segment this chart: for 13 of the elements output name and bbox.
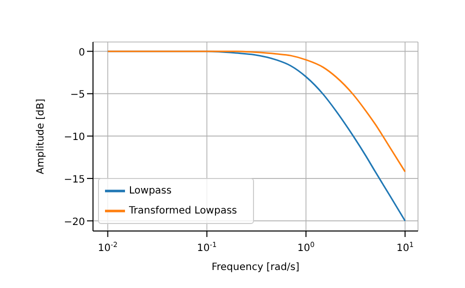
y-tick-label: −15 <box>64 174 85 186</box>
y-axis-title: Amplitude [dB] <box>36 98 47 174</box>
x-tick-label: 10$^{1}$ <box>396 241 414 254</box>
legend-label: Transformed Lowpass <box>129 206 238 217</box>
y-tick-label: −10 <box>64 132 85 144</box>
x-tick-label: 10$^{0}$ <box>297 241 315 254</box>
legend-label: Lowpass <box>129 186 172 197</box>
y-tick-label: −20 <box>64 216 85 228</box>
x-axis-title: Frequency [rad/s] <box>212 262 300 273</box>
y-tick-label: −5 <box>70 90 85 101</box>
x-tick-label: 10$^{-1}$ <box>196 241 217 254</box>
y-tick-label: 0 <box>78 47 85 58</box>
x-tick-label: 10$^{-2}$ <box>98 241 118 254</box>
